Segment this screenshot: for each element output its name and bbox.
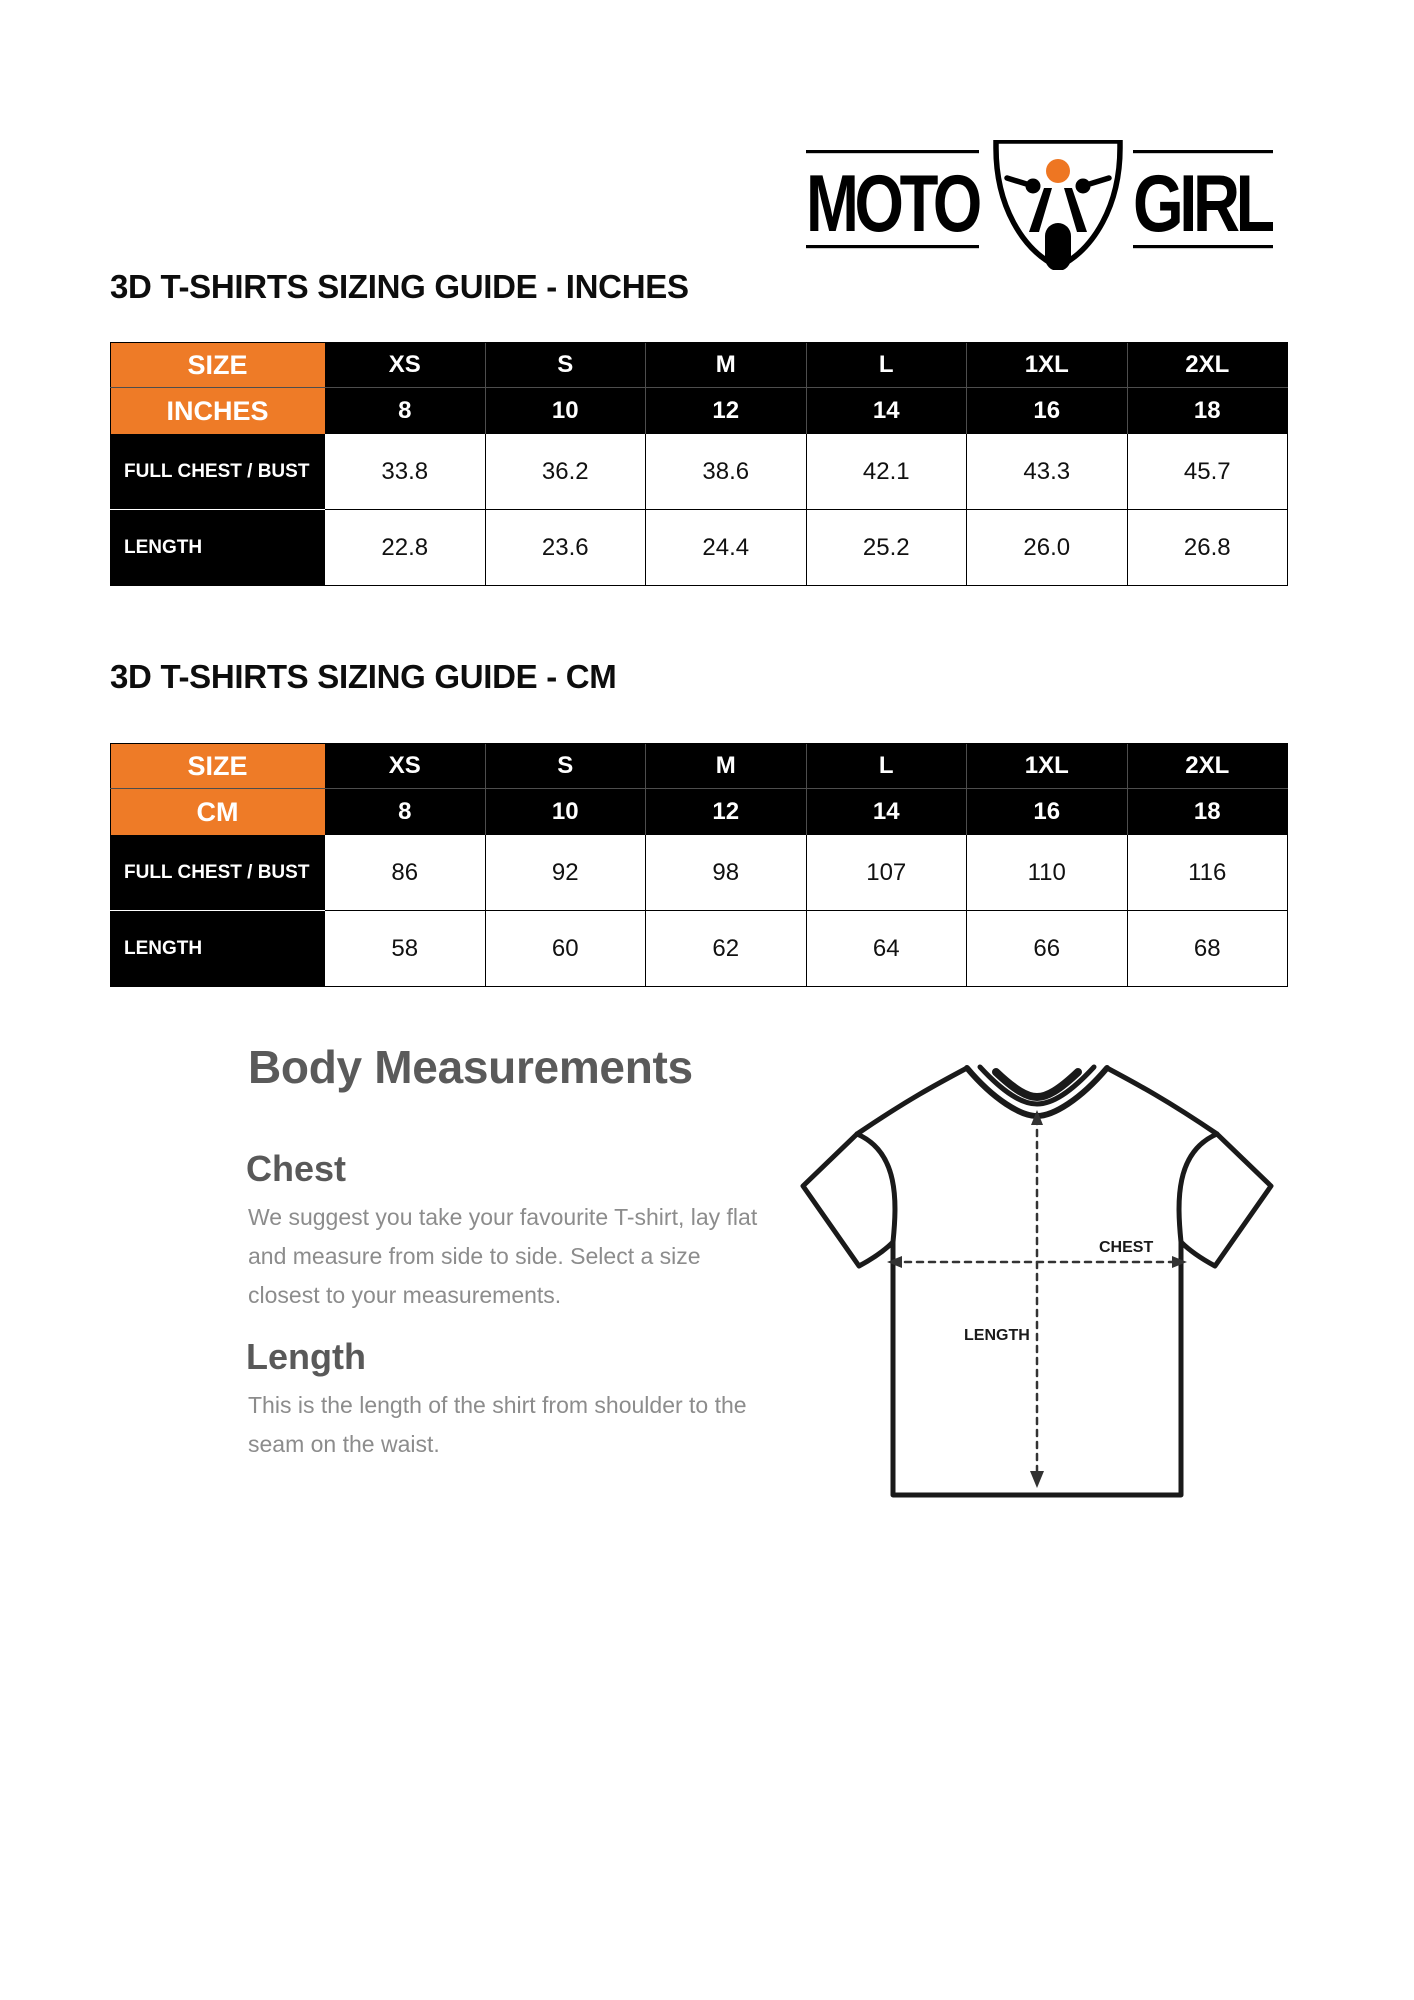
svg-text:GIRL: GIRL bbox=[1133, 159, 1273, 249]
svg-text:LENGTH: LENGTH bbox=[964, 1327, 1030, 1344]
svg-text:CHEST: CHEST bbox=[1099, 1239, 1153, 1256]
svg-text:MOTO: MOTO bbox=[806, 159, 980, 249]
